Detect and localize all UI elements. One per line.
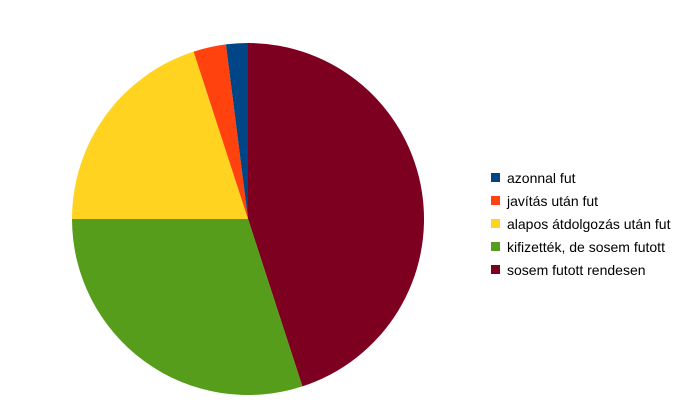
legend-item: azonnal fut bbox=[491, 166, 670, 189]
legend-item: alapos átdolgozás után fut bbox=[491, 212, 670, 235]
legend-swatch bbox=[491, 265, 500, 274]
legend-swatch bbox=[491, 219, 500, 228]
legend-swatch bbox=[491, 196, 500, 205]
pie-slice-3 bbox=[72, 51, 248, 219]
pie-slice-1 bbox=[225, 43, 248, 219]
legend-label: kifizették, de sosem futott bbox=[507, 238, 665, 255]
legend-item: kifizették, de sosem futott bbox=[491, 235, 670, 258]
legend-label: alapos átdolgozás után fut bbox=[507, 215, 671, 232]
pie-slice-5 bbox=[248, 43, 425, 387]
pie-slices bbox=[71, 43, 425, 396]
legend-label: sosem futott rendesen bbox=[507, 261, 646, 278]
legend-item: sosem futott rendesen bbox=[491, 258, 670, 281]
pie-slice-4 bbox=[71, 219, 303, 396]
legend-swatch bbox=[491, 242, 500, 251]
legend-label: azonnal fut bbox=[507, 169, 576, 186]
legend-item: javítás után fut bbox=[491, 189, 670, 212]
legend: azonnal fut javítás után fut alapos átdolg… bbox=[491, 166, 670, 281]
legend-swatch bbox=[491, 173, 500, 182]
pie-slice-2 bbox=[193, 44, 248, 219]
legend-label: javítás után fut bbox=[507, 192, 599, 209]
